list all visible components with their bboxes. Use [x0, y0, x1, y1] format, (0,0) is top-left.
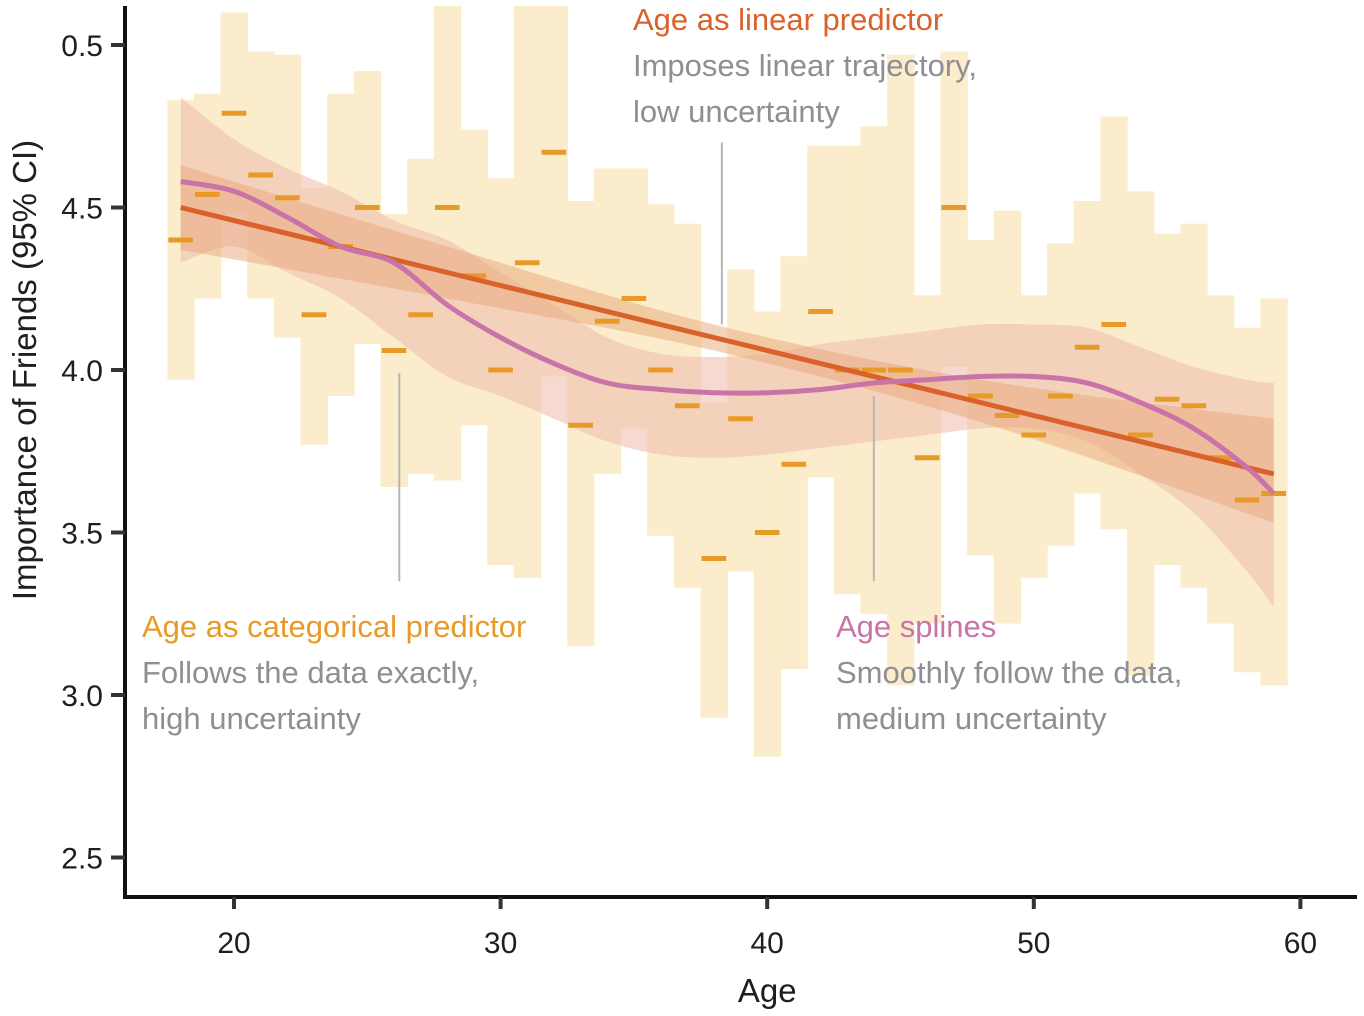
- annotation-spline-line-1: Smoothly follow the data,: [836, 655, 1182, 690]
- categorical-mean-mark: [488, 367, 513, 373]
- categorical-mean-mark: [674, 403, 700, 409]
- spline-ci-band: [180, 97, 1274, 608]
- categorical-mean-mark: [1074, 344, 1100, 350]
- categorical-mean-mark: [1154, 396, 1180, 402]
- x-tick-label: 30: [484, 927, 517, 960]
- y-tick-label: 4.5: [61, 193, 103, 226]
- annotation-linear: Age as linear predictor Imposes linear t…: [633, 2, 977, 129]
- categorical-mean-mark: [621, 296, 647, 301]
- categorical-mean-mark: [221, 110, 247, 116]
- categorical-mean-mark: [461, 273, 487, 279]
- x-tick-label: 20: [217, 927, 250, 960]
- categorical-mean-mark: [781, 461, 807, 467]
- annotation-spline-title: Age splines: [836, 609, 996, 644]
- categorical-mean-mark: [1181, 403, 1207, 409]
- categorical-mean-mark: [701, 556, 727, 561]
- y-tick-label: 0.5: [61, 30, 103, 63]
- annotation-categorical: Age as categorical predictor Follows the…: [142, 609, 526, 736]
- categorical-mean-mark: [968, 393, 993, 399]
- annotation-linear-title: Age as linear predictor: [633, 2, 943, 37]
- categorical-mean-mark: [541, 149, 567, 155]
- annotation-linear-line-2: low uncertainty: [633, 94, 840, 129]
- x-tick-label: 40: [751, 927, 784, 960]
- y-tick-label: 3.5: [61, 518, 103, 551]
- spline-fit-line: [180, 179, 1276, 496]
- categorical-mean-mark: [301, 312, 327, 318]
- categorical-mean-mark: [1128, 432, 1153, 438]
- categorical-mean-mark: [1234, 497, 1260, 503]
- fit-lines: [180, 179, 1276, 496]
- annotation-categorical-line-2: high uncertainty: [142, 701, 361, 736]
- x-tick-label: 50: [1017, 927, 1050, 960]
- categorical-mean-mark: [648, 367, 673, 373]
- categorical-mean-mark: [914, 455, 940, 461]
- categorical-mean-mark: [994, 413, 1020, 418]
- linear-ci-area: [180, 165, 1274, 523]
- categorical-mean-mark: [1048, 393, 1073, 399]
- x-tick-label: 60: [1284, 927, 1317, 960]
- categorical-mean-mark: [808, 309, 833, 314]
- categorical-mean-mark: [274, 195, 300, 201]
- x-axis-title: Age: [738, 972, 797, 1009]
- y-ticks: 2.5 3.0 3.5 4.0 4.5 0.5: [61, 30, 125, 876]
- categorical-mean-mark: [728, 416, 753, 422]
- categorical-mean-mark: [861, 367, 887, 373]
- annotation-spline: Age splines Smoothly follow the data, me…: [836, 609, 1182, 736]
- categorical-mean-mark: [408, 312, 433, 318]
- spline-ci-area: [180, 97, 1274, 608]
- categorical-mean-mark: [1101, 322, 1127, 327]
- y-tick-label: 4.0: [61, 355, 103, 388]
- annotation-leader-lines: [398, 142, 875, 582]
- categorical-mean-mark: [434, 205, 460, 210]
- annotation-categorical-line-1: Follows the data exactly,: [142, 655, 479, 690]
- axes: [123, 6, 1357, 899]
- y-tick-label: 3.0: [61, 680, 103, 713]
- y-axis-title: Importance of Friends (95% CI): [6, 140, 43, 600]
- annotation-linear-line-1: Imposes linear trajectory,: [633, 48, 977, 83]
- annotation-categorical-title: Age as categorical predictor: [142, 609, 526, 644]
- x-ticks: 20 30 40 50 60: [217, 897, 1317, 960]
- categorical-mean-mark: [514, 260, 540, 266]
- categorical-mean-mark: [354, 205, 380, 210]
- annotation-spline-line-2: medium uncertainty: [836, 701, 1107, 736]
- categorical-mean-mark: [1021, 432, 1047, 438]
- categorical-mean-mark: [888, 367, 913, 373]
- categorical-mean-mark: [594, 318, 620, 324]
- y-tick-label: 2.5: [61, 843, 103, 876]
- categorical-mean-mark: [381, 348, 407, 353]
- categorical-mean-mark: [568, 422, 593, 428]
- categorical-mean-mark: [1208, 455, 1233, 461]
- categorical-mean-mark: [195, 192, 220, 197]
- linear-ci-band: [180, 165, 1274, 523]
- categorical-mean-mark: [248, 172, 273, 178]
- categorical-mean-mark: [941, 205, 967, 210]
- categorical-mean-mark: [754, 530, 780, 535]
- categorical-mean-mark: [168, 237, 194, 243]
